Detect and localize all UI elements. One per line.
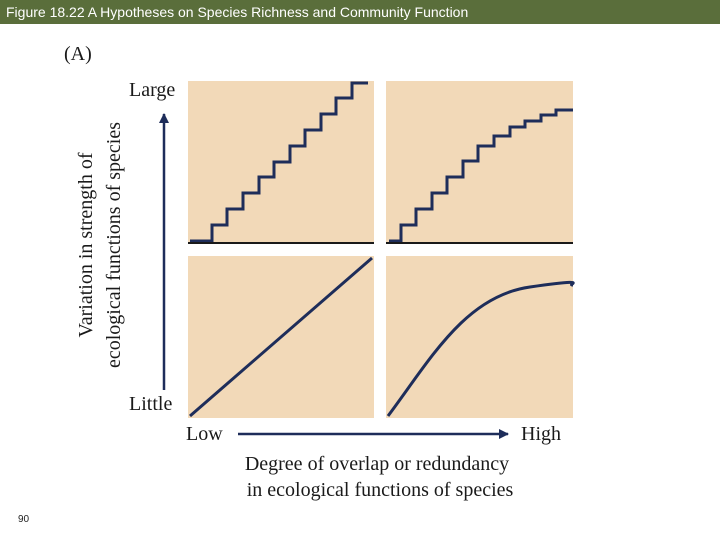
y-axis-little-label: Little xyxy=(129,393,172,415)
stepped-saturating-curve xyxy=(389,108,573,243)
saturating-curve xyxy=(386,280,575,417)
title-bar: Figure 18.22 A Hypotheses on Species Ric… xyxy=(0,0,720,24)
page-number: 90 xyxy=(18,514,30,525)
panel-bottom-left xyxy=(188,256,374,418)
y-axis-title-line2: ecological functions of species xyxy=(103,122,125,368)
panel-bottom-right-bg xyxy=(386,256,573,418)
x-axis-high-label: High xyxy=(521,423,561,445)
panel-top-left xyxy=(188,81,374,244)
panel-bottom-right xyxy=(386,256,575,418)
x-axis-title-line1: Degree of overlap or redundancy xyxy=(245,453,509,475)
y-axis-large-label: Large xyxy=(129,79,175,101)
panel-label: (A) xyxy=(64,43,92,65)
slide-title: Figure 18.22 A Hypotheses on Species Ric… xyxy=(6,4,469,20)
stepped-linear-curve xyxy=(190,81,368,243)
linear-curve xyxy=(189,256,373,418)
y-axis-title-line1: Variation in strength of xyxy=(75,152,97,337)
panel-top-right xyxy=(386,81,573,244)
x-axis-low-label: Low xyxy=(186,423,223,445)
x-axis-title-line2: in ecological functions of species xyxy=(247,479,514,501)
